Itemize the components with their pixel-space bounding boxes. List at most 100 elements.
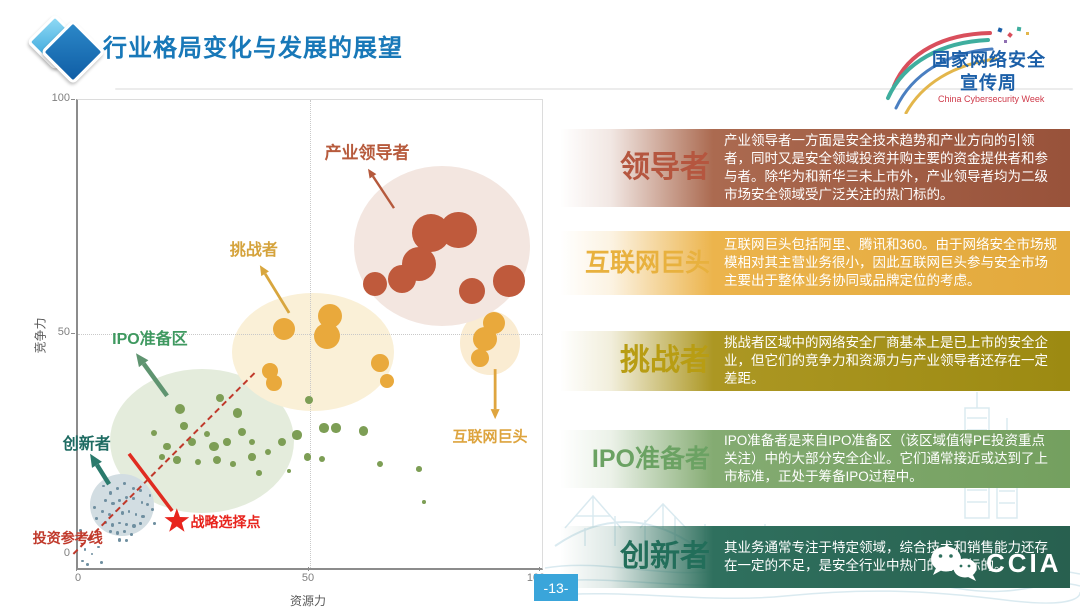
cybersecurity-week-logo: 国家网络安全 宣传周 China Cybersecurity Week — [880, 22, 1078, 114]
bubble — [141, 514, 145, 519]
x-tickmark — [308, 567, 309, 571]
page-number-badge: -13- — [534, 574, 578, 601]
category-panel: 领导者 产业领导者一方面是安全技术趋势和产业方向的引领者，同时又是安全领域投资并… — [560, 0, 1070, 608]
bubble — [371, 354, 389, 372]
bubble — [108, 491, 113, 495]
category-label: 互联网巨头 — [584, 248, 710, 277]
logo-text-line1: 国家网络安全 — [932, 50, 1046, 70]
bubble — [416, 466, 422, 472]
bubble — [292, 430, 302, 440]
bubble — [150, 508, 154, 511]
bubble — [265, 375, 282, 392]
chart-annotation: IPO准备区 — [112, 330, 188, 348]
chart-annotation: 互联网巨头 — [452, 428, 528, 446]
bubble — [116, 487, 119, 490]
bubble — [471, 349, 489, 367]
chart-annotation: 创新者 — [62, 436, 111, 454]
y-tickmark — [71, 99, 75, 100]
category-description: IPO准备者是来自IPO准备区（该区域值得PE投资重点关注）中的大部分安全企业。… — [724, 433, 1048, 484]
bubble — [173, 456, 181, 464]
bubble — [362, 271, 388, 296]
bubble — [376, 460, 384, 468]
bubble — [123, 530, 126, 533]
chart-annotation: 投资参考线 — [32, 530, 103, 547]
bubble — [85, 562, 89, 566]
bubble — [115, 531, 120, 535]
zone — [231, 292, 394, 411]
bubble — [223, 438, 231, 446]
chart-annotation: 战略选择点 — [190, 514, 261, 531]
bubble — [314, 322, 341, 349]
arrow-icon — [259, 265, 269, 277]
bubble — [248, 453, 256, 461]
bubble — [472, 327, 497, 352]
chart-annotation: 挑战者 — [229, 241, 278, 259]
bubble — [107, 512, 112, 516]
category-label: 挑战者 — [620, 344, 710, 377]
bubble — [277, 437, 287, 447]
category-row-challengers: 挑战者 挑战者区域中的网络安全厂商基本上是已上市的安全企业，但它们的竞争力和资源… — [560, 331, 1070, 391]
category-label: IPO准备者 — [591, 444, 710, 473]
bubble — [458, 277, 485, 304]
bubble — [99, 560, 103, 564]
bubble — [100, 510, 104, 514]
bubble — [125, 539, 129, 543]
bubble — [232, 408, 242, 418]
arrow-icon — [136, 353, 149, 368]
bubble-chart: 产业领导者 挑战者 IPO准备区 创新者 互联网巨头 投资参考线 战略选择点 100 50 … — [33, 92, 545, 608]
bubble — [493, 265, 525, 297]
category-label: 创新者 — [620, 540, 710, 573]
category-description: 产业领导者一方面是安全技术趋势和产业方向的引领者，同时又是安全领域投资并购主要的… — [724, 133, 1048, 202]
y-tick-100: 100 — [51, 92, 70, 104]
bubble — [303, 453, 311, 461]
x-axis-title: 资源力 — [289, 594, 327, 608]
logo-text-line2: 宣传周 — [960, 73, 1017, 93]
bubble — [109, 530, 112, 533]
category-row-leaders: 领导者 产业领导者一方面是安全技术趋势和产业方向的引领者，同时又是安全领域投资并… — [560, 129, 1070, 207]
bubble — [262, 363, 278, 379]
bubble — [129, 532, 133, 536]
bubble — [331, 423, 341, 433]
y-tickmark — [71, 333, 75, 334]
arrow-icon — [90, 453, 102, 468]
logo-swoosh-icon — [886, 26, 1029, 114]
bubble — [148, 494, 152, 497]
bubble — [83, 547, 87, 551]
bubble — [90, 552, 94, 556]
bubble — [120, 510, 125, 515]
bubble — [304, 395, 314, 405]
chart-annotation: 产业领导者 — [324, 143, 410, 163]
y-tick-0: 0 — [63, 547, 70, 559]
category-description: 互联网巨头包括阿里、腾讯和360。由于网络安全市场规模相对其主营业务很小，因此互… — [724, 237, 1058, 288]
gridline-y50 — [78, 334, 542, 335]
arrow-icon — [490, 409, 500, 420]
x-tickmark — [539, 567, 540, 571]
bubble — [118, 498, 122, 502]
wechat-icon — [931, 546, 977, 581]
bubble — [237, 427, 246, 436]
bubble — [387, 264, 416, 293]
bubble — [110, 501, 115, 506]
arrow-icon — [368, 168, 377, 179]
bubble — [230, 461, 236, 467]
x-tickmark — [76, 567, 77, 571]
logo-text-line3: China Cybersecurity Week — [938, 94, 1045, 104]
bubble — [104, 520, 108, 524]
category-description: 挑战者区域中的网络安全厂商基本上是已上市的安全企业，但它们的竞争力和资源力与产业… — [724, 335, 1048, 386]
bubble — [104, 498, 108, 502]
bubble — [153, 522, 156, 525]
category-row-ipo-preparers: IPO准备者 IPO准备者是来自IPO准备区（该区域值得PE投资重点关注）中的大… — [560, 430, 1070, 488]
bubble — [264, 448, 271, 456]
bubble — [380, 373, 394, 388]
bubble — [134, 512, 138, 516]
bubble — [422, 500, 426, 504]
x-tick-50: 50 — [301, 572, 315, 584]
plot-area: 产业领导者挑战者 IPO准备区创新者 互联网巨头投资参考线 战略选择点 — [33, 99, 543, 570]
watermark-text: CCIA — [986, 547, 1062, 578]
bubble — [319, 423, 329, 433]
bubble — [209, 442, 219, 452]
bubble — [131, 524, 136, 528]
y-axis-title: 竞争力 — [33, 317, 48, 354]
ccia-watermark: CCIA — [928, 543, 1078, 583]
